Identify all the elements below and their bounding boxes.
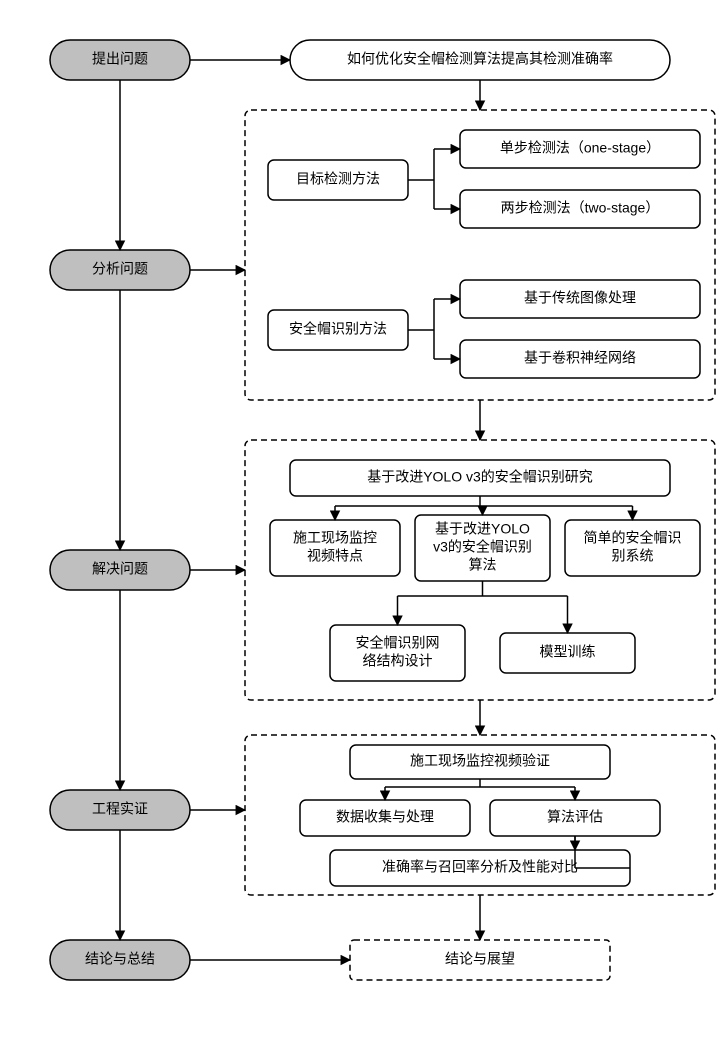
verify-b2-label: 算法评估: [547, 809, 603, 825]
conclusion-label: 结论与展望: [445, 951, 515, 967]
m2-c2-label: 基于卷积神经网络: [524, 350, 636, 366]
verify-b1-label: 数据收集与处理: [336, 809, 434, 825]
question-box-label: 如何优化安全帽检测算法提高其检测准确率: [347, 51, 613, 67]
solve-b1-label1: 施工现场监控: [293, 530, 377, 546]
verify-title-label: 施工现场监控视频验证: [410, 753, 550, 769]
solve-b2-l1: 基于改进YOLO: [435, 521, 530, 537]
solve-title-label: 基于改进YOLO v3的安全帽识别研究: [367, 469, 593, 485]
solve-b4-label1: 安全帽识别网: [356, 635, 440, 651]
flowchart-svg: 提出问题分析问题解决问题工程实证结论与总结 如何优化安全帽检测算法提高其检测准确率…: [20, 20, 720, 1020]
stage-s5-label: 结论与总结: [85, 951, 155, 967]
solve-b5-label: 模型训练: [540, 644, 596, 660]
solve-b4-label2: 络结构设计: [363, 653, 433, 669]
m1-c2-label: 两步检测法（two-stage）: [501, 200, 660, 216]
verify-b3-label: 准确率与召回率分析及性能对比: [382, 859, 578, 875]
stage-s3-label: 解决问题: [92, 561, 148, 577]
m2-c1-label: 基于传统图像处理: [524, 290, 636, 306]
solve-b3-label2: 别系统: [612, 548, 654, 564]
m1-parent-label: 目标检测方法: [296, 171, 380, 187]
stage-s2-label: 分析问题: [92, 261, 148, 277]
solve-b3-label1: 简单的安全帽识: [584, 530, 682, 546]
m2-parent-label: 安全帽识别方法: [289, 321, 387, 337]
solve-b2-l3: 算法: [469, 557, 497, 573]
stage-s4-label: 工程实证: [92, 801, 148, 817]
solve-b2-l2: v3的安全帽识别: [433, 539, 532, 555]
m1-c1-label: 单步检测法（one-stage）: [500, 140, 660, 156]
solve-b1-label2: 视频特点: [307, 548, 363, 564]
stage-s1-label: 提出问题: [92, 51, 148, 67]
